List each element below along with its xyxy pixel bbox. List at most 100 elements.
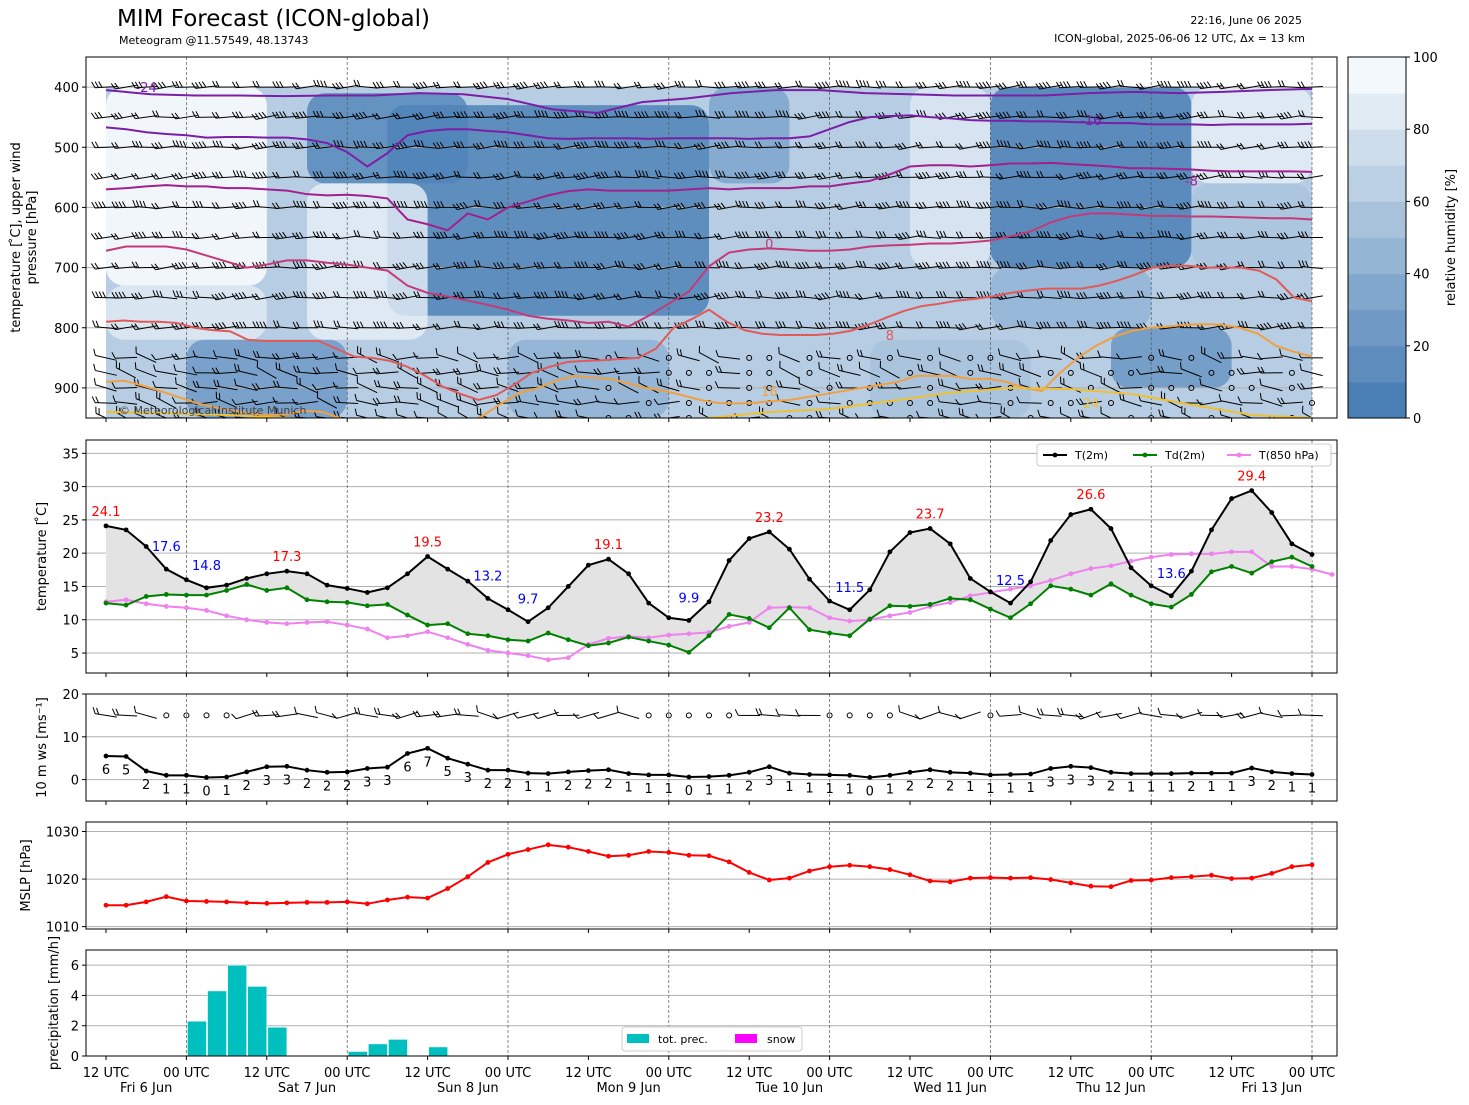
wind-barb	[93, 378, 117, 392]
wind-barb	[1196, 172, 1223, 181]
wind-barb	[1176, 80, 1203, 88]
mslp-point	[927, 878, 933, 884]
series-point	[163, 604, 169, 609]
series-point	[726, 624, 732, 629]
wind-speed-value-label: 2	[926, 777, 934, 792]
wind-barb	[354, 393, 379, 406]
wind-barb	[110, 82, 138, 90]
series-point	[364, 590, 370, 595]
wind-speed-value-label: 1	[825, 782, 833, 797]
wind-barb	[995, 172, 1022, 180]
wind-speed-point	[988, 772, 993, 778]
series-point	[606, 640, 611, 646]
time-tick-label: 12 UTC	[1048, 1066, 1094, 1081]
wind-barb	[593, 262, 620, 271]
series-point	[224, 588, 230, 593]
series-point	[565, 655, 571, 661]
wind-barb	[1197, 200, 1223, 209]
calm-wind-mark	[866, 712, 873, 719]
series-point	[907, 604, 913, 609]
calm-wind-mark	[706, 369, 712, 376]
colorbar-band	[1348, 201, 1406, 238]
wind-barb	[573, 398, 600, 406]
wind-barb	[474, 199, 499, 210]
series-point	[1289, 554, 1295, 560]
wind-barb	[955, 171, 982, 178]
wind-speed-point	[204, 775, 209, 780]
wind-speed-point	[1048, 766, 1054, 771]
calm-wind-mark	[625, 415, 632, 418]
wind-barb	[513, 110, 540, 118]
series-point	[163, 566, 169, 572]
wind-barb	[774, 201, 801, 209]
series-point	[143, 601, 149, 607]
wind-speed-point	[505, 767, 511, 773]
wind-barb	[976, 395, 1002, 405]
wind-barb	[555, 394, 580, 406]
wind-barb	[1157, 200, 1183, 209]
wind-barb	[1116, 321, 1143, 329]
wind-barb	[775, 260, 801, 269]
mslp-point	[545, 842, 551, 848]
wind-barb	[171, 261, 198, 270]
wind-barb	[815, 230, 841, 239]
wind-barb	[1196, 291, 1223, 299]
wind-barb	[553, 261, 580, 269]
wind-barb	[937, 378, 961, 392]
temperature-plot: 24.1 17.6 14.8 17.3 19.5 13.2 9.7 19.1 9.9 23.2 11…	[86, 440, 1337, 673]
series-point	[947, 596, 953, 601]
wind-barb	[175, 377, 197, 393]
wind-barb	[375, 347, 398, 363]
calm-wind-mark	[203, 712, 210, 719]
wind-barb	[474, 260, 499, 270]
wind-barb	[1238, 349, 1263, 361]
wind-barb	[231, 711, 258, 720]
wind-barb	[1135, 203, 1163, 210]
y-tick-label: 25	[62, 514, 79, 529]
calm-wind-mark	[163, 712, 170, 719]
calm-wind-mark	[1007, 399, 1014, 406]
wind-speed-point	[405, 751, 410, 756]
legend-box	[621, 1026, 803, 1052]
wind-speed-value-label: 6	[102, 763, 110, 778]
calm-wind-mark	[766, 354, 773, 361]
wind-barb	[675, 379, 700, 391]
mslp-point	[686, 852, 692, 858]
wind-barb	[814, 292, 841, 301]
wind-barb	[1277, 141, 1303, 149]
wind-barb	[774, 231, 801, 239]
wind-barb	[754, 141, 781, 149]
series-point	[525, 619, 531, 625]
series-point	[626, 571, 631, 577]
wind-barb	[1036, 708, 1062, 717]
wind-barb	[1216, 351, 1243, 359]
wind-barb	[715, 350, 741, 360]
series-point	[364, 603, 370, 609]
wind-barb	[1135, 83, 1163, 90]
wind-barb	[1115, 711, 1142, 719]
mslp-point	[726, 859, 732, 865]
panel-frame	[85, 821, 1338, 930]
wind-barb	[534, 109, 560, 119]
wind-barb	[211, 261, 238, 269]
wind-speed-point	[103, 753, 109, 759]
series-point	[1068, 571, 1074, 577]
upper-air-panel: -24 -16 -8 0 8 16 24 © Meteorological Institute…	[8, 51, 1459, 427]
wind-barb	[1056, 81, 1082, 89]
series-point	[1088, 506, 1094, 512]
wind-barb	[212, 80, 238, 88]
wind-barb	[392, 292, 419, 301]
wind-barb	[152, 110, 178, 119]
wind-barb	[1257, 366, 1283, 374]
y-tick-label: 400	[54, 81, 79, 96]
wind-barb	[1259, 378, 1283, 392]
wind-barb	[1176, 111, 1203, 120]
panel-frame	[85, 693, 1338, 802]
wind-barb	[131, 112, 158, 120]
wind-barb	[1079, 362, 1102, 378]
wind-barb	[171, 201, 198, 208]
wind-barb	[1116, 230, 1143, 239]
precipitation-bar	[207, 990, 227, 1056]
isotherm-label: -8	[1185, 174, 1198, 189]
